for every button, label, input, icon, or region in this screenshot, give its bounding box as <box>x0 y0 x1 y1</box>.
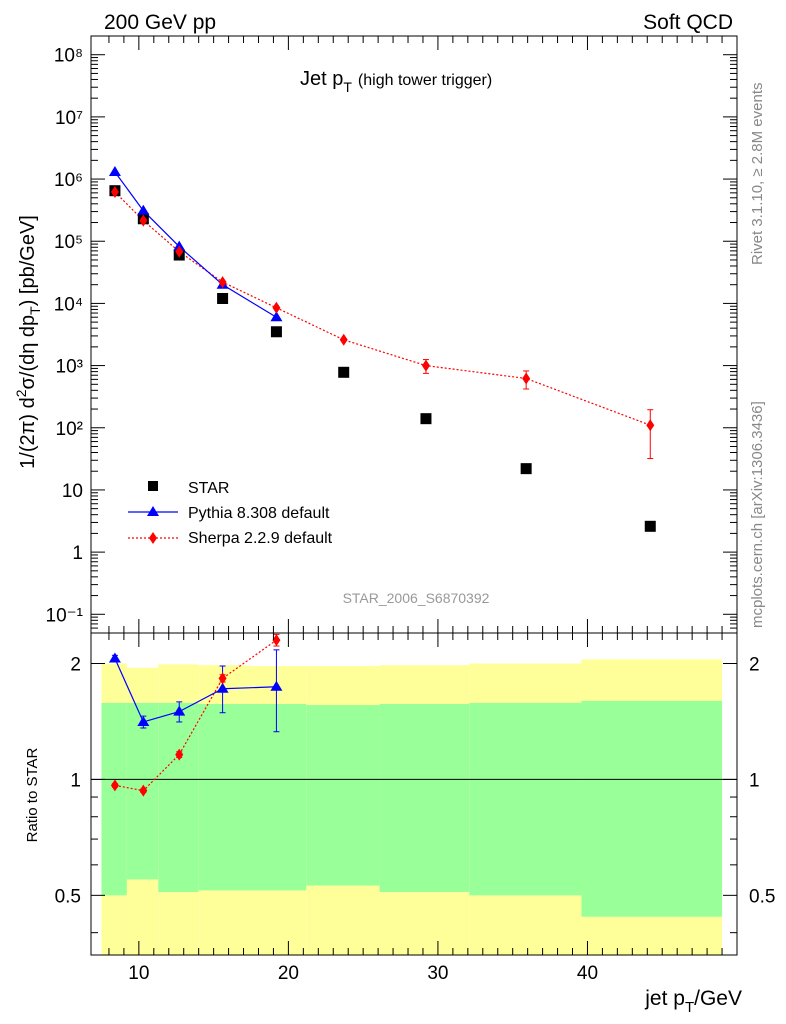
ratio-y-tick-label-left: 0.5 <box>55 886 81 907</box>
sherpa-point <box>272 301 281 314</box>
star-point <box>270 326 282 338</box>
sherpa-point <box>421 359 430 372</box>
ratio-sherpa-point <box>110 779 119 792</box>
ratio-y-tick-label-left: 2 <box>70 654 81 675</box>
ratio-panel-marks <box>108 633 283 797</box>
ratio-y-tick-label-right: 1 <box>749 770 760 791</box>
ratio-band-outer-low <box>158 892 199 955</box>
ratio-band-inner <box>158 702 199 893</box>
star-point <box>520 463 532 475</box>
ratio-y-tick-label-right: 2 <box>749 654 760 675</box>
ratio-sherpa-point <box>139 784 148 797</box>
star-point <box>644 520 656 532</box>
star-point <box>420 413 432 425</box>
ratio-sherpa-line <box>114 639 277 792</box>
ratio-band-inner <box>198 703 247 891</box>
legend-star-label: STAR <box>188 480 229 497</box>
ratio-band-outer-low <box>126 879 159 955</box>
pythia-point <box>137 204 150 215</box>
ratio-y-tick-label-right: 0.5 <box>749 886 775 907</box>
ratio-pythia-point <box>216 682 229 693</box>
ratio-pythia-point <box>108 652 121 663</box>
ratio-band-inner <box>581 700 723 917</box>
sherpa-point <box>339 333 348 346</box>
pythia-point <box>173 240 186 251</box>
y-tick-label: 10⁻¹ <box>46 605 84 626</box>
ratio-band-inner <box>101 702 127 896</box>
legend-pythia-label: Pythia 8.308 default <box>188 505 330 522</box>
pythia-point <box>270 311 283 322</box>
legend-star-marker <box>148 481 158 491</box>
x-axis-label: jet pT/GeV <box>644 987 742 1016</box>
pythia-point <box>108 165 121 176</box>
main-panel-marks <box>108 165 656 532</box>
y-tick-label: 10³ <box>56 357 83 378</box>
ratio-band-outer-low <box>469 895 582 955</box>
y-tick-label: 1 <box>72 543 83 564</box>
ratio-sherpa-point <box>175 748 184 761</box>
title-suffix: (high tower trigger) <box>358 72 492 89</box>
legend-sherpa-label: Sherpa 2.2.9 default <box>188 530 333 547</box>
y-tick-label: 10² <box>56 419 83 440</box>
ratio-band-inner <box>379 703 470 893</box>
ratio-band-outer-low <box>306 885 380 955</box>
sherpa-point <box>646 419 655 432</box>
x-tick-label: 40 <box>577 963 598 984</box>
analysis-id: STAR_2006_S6870392 <box>343 590 490 606</box>
y-tick-label: 10⁶ <box>54 170 83 191</box>
legend-sherpa-marker <box>149 532 157 544</box>
y-tick-label: 10⁵ <box>54 232 83 253</box>
y-tick-label: 10⁸ <box>54 46 83 67</box>
main-title: Jet pT (high tower trigger) <box>300 68 492 95</box>
ratio-band-outer-low <box>379 892 470 955</box>
ratio-band-outer-low <box>198 890 247 955</box>
header-left: 200 GeV pp <box>104 11 216 34</box>
sherpa-point <box>175 245 184 258</box>
rivet-label: Rivet 3.1.10, ≥ 2.8M events <box>749 83 766 266</box>
legend-pythia-marker <box>147 506 159 516</box>
sherpa-line <box>114 191 651 426</box>
ratio-band-inner <box>469 702 582 896</box>
star-point <box>338 366 350 378</box>
x-tick-label: 30 <box>427 963 448 984</box>
main-ylabel: 1/(2π) d2σ/(dη dpT) [pb/GeV] <box>13 215 43 469</box>
ratio-sherpa-point <box>272 634 281 647</box>
ratio-ylabel: Ratio to STAR <box>24 747 41 842</box>
title-prefix: Jet p <box>300 68 343 90</box>
ratio-frame <box>90 632 738 956</box>
header-right: Soft QCD <box>643 11 733 34</box>
ratio-pythia-point <box>270 680 283 691</box>
x-tick-label: 20 <box>278 963 299 984</box>
y-tick-label: 10⁷ <box>55 108 83 129</box>
ratio-panel-axes: 0.5 0.5 1 1 2 2 10 20 30 40 <box>55 633 775 984</box>
ratio-bands <box>91 659 737 955</box>
sherpa-point <box>110 185 119 198</box>
mcplots-label: mcplots.cern.ch [arXiv:1306.3436] <box>749 401 766 628</box>
sherpa-point <box>522 372 531 385</box>
main-panel-axes: 10⁻¹ 1 10 10² 10³ 10⁴ 10⁵ 10⁶ 10⁷ 10⁸ <box>46 35 737 634</box>
legend: STAR Pythia 8.308 default Sherpa 2.2.9 d… <box>128 480 333 547</box>
y-tick-label: 10 <box>62 481 83 502</box>
y-tick-label: 10⁴ <box>54 294 83 315</box>
star-point <box>217 292 229 304</box>
ratio-band-inner <box>246 703 307 891</box>
sherpa-point <box>139 214 148 227</box>
ratio-band-outer-low <box>246 890 307 955</box>
pythia-line <box>114 171 277 318</box>
ratio-sherpa-point <box>218 672 227 685</box>
ratio-band-outer-low <box>581 916 723 955</box>
x-tick-label: 10 <box>128 963 149 984</box>
ratio-band-inner <box>306 705 380 886</box>
ratio-pythia-point <box>173 705 186 716</box>
ratio-y-tick-label-left: 1 <box>70 770 81 791</box>
ratio-band-outer-low <box>101 895 127 955</box>
ratio-pythia-point <box>137 715 150 726</box>
sherpa-point <box>218 276 227 289</box>
title-sub: T <box>343 79 352 95</box>
